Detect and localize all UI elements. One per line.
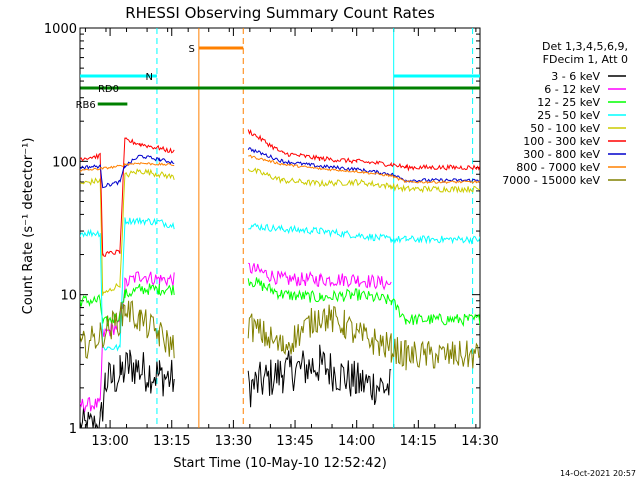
series-line-7: [80, 154, 480, 184]
series-group: [80, 129, 480, 428]
footer-date: 14-Oct-2021 20:57: [560, 469, 636, 478]
x-tick-label: 13:30: [215, 434, 252, 449]
plot-frame: [79, 27, 481, 429]
flag-label: N: [145, 72, 152, 83]
y-tick-label: 1000: [44, 22, 77, 37]
y-tick-label: 10: [60, 289, 77, 304]
legend-header: Det 1,3,4,5,6,9,: [542, 40, 628, 53]
legend-entry-label: 300 - 800 keV: [523, 148, 600, 161]
series-line-0: [80, 344, 392, 428]
x-tick-label: 14:15: [400, 434, 437, 449]
legend-entry-label: 12 - 25 keV: [537, 96, 600, 109]
flag-label: RB6: [76, 100, 96, 111]
x-axis-label: Start Time (10-May-10 12:52:42): [173, 456, 387, 471]
chart-title: RHESSI Observing Summary Count Rates: [125, 4, 435, 22]
legend-header: FDecim 1, Att 0: [543, 53, 628, 66]
flag-label: RD0: [98, 84, 119, 95]
legend-entry-label: 7000 - 15000 keV: [502, 174, 600, 187]
legend-entry-label: 800 - 7000 keV: [516, 161, 600, 174]
legend-entry-label: 3 - 6 keV: [551, 70, 600, 83]
x-tick-label: 14:00: [338, 434, 375, 449]
series-line-5: [80, 129, 480, 257]
x-tick-label: 13:00: [91, 434, 128, 449]
plot-area: 1 10 100 1000 13:00 13:15 13:30 13:45 14:00 14:15…: [44, 22, 499, 449]
x-tick-label: 14:30: [461, 434, 498, 449]
flag-label: S: [189, 44, 195, 55]
series-line-6: [80, 147, 480, 189]
legend-entry-label: 25 - 50 keV: [537, 109, 600, 122]
series-line-8: [80, 300, 480, 371]
x-tick-label: 13:45: [276, 434, 313, 449]
y-axis-label: Count Rate (s⁻¹ detector⁻¹): [21, 138, 36, 315]
legend-entry-label: 50 - 100 keV: [530, 122, 600, 135]
legend-entry-label: 100 - 300 keV: [523, 135, 600, 148]
y-tick-label: 1: [69, 422, 77, 437]
series-line-3: [80, 217, 480, 352]
series-line-2: [80, 277, 480, 328]
series-line-1: [80, 262, 392, 413]
y-tick-label: 100: [52, 155, 77, 170]
x-tick-label: 13:15: [153, 434, 190, 449]
legend-entry-label: 6 - 12 keV: [544, 83, 600, 96]
legend: Det 1,3,4,5,6,9,FDecim 1, Att 0 3 - 6 keV…: [502, 40, 628, 187]
series-line-4: [80, 167, 480, 296]
